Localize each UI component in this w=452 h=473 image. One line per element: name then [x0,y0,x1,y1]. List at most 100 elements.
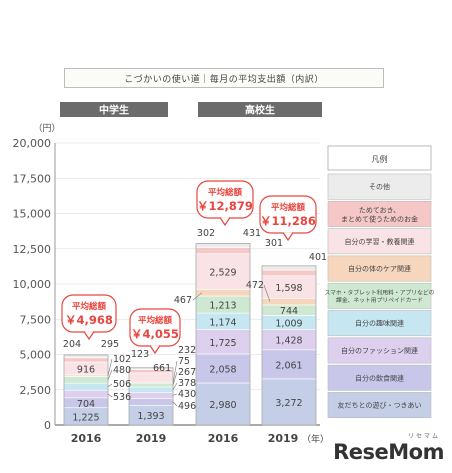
total-value: ￥12,879 [197,199,253,213]
bar-segment [261,349,317,380]
total-callout-tail [83,331,95,341]
label-leader [172,382,178,390]
bar-segment [195,289,251,297]
legend-swatch [327,282,432,309]
data-label: 232 [178,345,196,356]
y-tick-label: 15,000 [13,208,52,221]
data-label: 2,980 [209,400,236,411]
legend-label: まとめて使うためのお金 [341,214,418,223]
x-tick-label: 2019 [136,432,167,445]
label-leader [172,360,178,383]
legend-swatch [327,255,432,282]
data-label: 1,598 [275,283,302,294]
group-header-label: 中学生 [99,104,129,117]
data-label: 704 [77,399,95,410]
total-label: 平均総額 [271,202,306,213]
legend-swatch [327,228,432,255]
resemom-logo: リセマム ReseMom [333,433,444,464]
data-label: 431 [243,228,261,239]
label-leader [263,284,271,302]
data-label: 301 [265,238,283,249]
legend-label: 自分のファッション関連 [341,346,418,355]
y-tick-label: 12,500 [13,243,52,256]
x-unit-label: （年） [302,433,329,445]
bar-segment [195,243,251,248]
data-label: 3,272 [275,398,302,409]
y-unit-label: （円） [33,123,60,134]
bar-outline [195,243,251,426]
bar-outline [261,265,317,426]
label-leader [107,369,113,380]
data-label: 1,225 [72,412,99,423]
data-label: 123 [131,349,149,360]
legend-label: 自分の学習・教養関連 [345,237,415,246]
label-leader [107,393,113,398]
bar-segment [195,247,251,255]
data-label: 496 [178,401,196,412]
bar-segment [261,265,317,271]
legend-swatch [327,310,432,337]
bar-segment [63,376,109,384]
bar-segment [261,297,317,306]
data-label: 267 [178,367,196,378]
bar-segment [63,389,109,399]
legend-swatch [327,337,432,364]
legend-label: その他 [369,182,390,191]
data-label: 480 [113,365,131,376]
y-tick-label: 7,500 [20,313,52,326]
data-label: 472 [246,280,264,291]
legend-label: 友だちとの遊び・つきあい [338,401,422,410]
y-tick-label: 10,000 [13,278,52,291]
legend-label: 課金、ネット用プリペイドカード [336,296,423,304]
legend-label: ためておき、 [359,206,400,214]
chart-title: こづかいの使い道｜毎月の平均支出額（内訳） [64,68,384,88]
data-label: 1,213 [209,301,236,312]
x-tick-label: 2019 [268,432,299,445]
total-callout-tail [149,345,161,355]
bar-segment [128,382,174,388]
legend-title-box [327,145,432,171]
data-label: 378 [178,378,196,389]
brand-ruby: リセマム [407,433,440,440]
y-tick-label: 17,500 [13,172,52,185]
legend-title: 凡例 [372,154,388,164]
legend-label: 自分の飲食関連 [355,373,404,382]
data-label: 75 [178,356,190,367]
total-value: ￥4,968 [65,313,113,327]
data-label: 401 [309,252,327,263]
label-leader [172,393,178,396]
data-label: 916 [77,364,95,375]
bar-segment [128,398,174,406]
data-label: 2,061 [275,360,302,371]
bar-segment [195,329,251,355]
bar-segment [63,354,109,359]
y-tick-label: 0 [44,419,51,432]
data-label: 302 [197,228,215,239]
label-leader [107,358,113,376]
bar-segment [128,372,174,383]
group-header-label: 高校生 [245,104,275,117]
bar-outline [63,354,109,426]
bar-outline [128,367,174,426]
data-label: 506 [113,379,131,390]
total-label: 平均総額 [138,315,173,326]
label-leader [107,383,113,387]
legend-label: スマホ・タブレット利用料・アプリなどの [325,288,435,296]
group-header [60,102,168,117]
bar-segment [128,392,174,399]
legend-swatch [327,173,432,200]
legend-swatch [327,364,432,391]
x-tick-label: 2016 [71,432,102,445]
data-label: 2,529 [209,268,236,279]
total-label: 平均総額 [208,187,243,198]
data-label: 204 [63,339,81,350]
data-label: 661 [153,363,171,374]
y-tick-label: 2,500 [20,384,52,397]
total-value: ￥11,286 [260,214,316,228]
total-callout-tail [282,232,294,242]
data-label: 1,174 [209,317,236,328]
group-header [198,102,322,117]
total-callout-tail [219,217,231,227]
data-label: 1,393 [137,411,164,422]
